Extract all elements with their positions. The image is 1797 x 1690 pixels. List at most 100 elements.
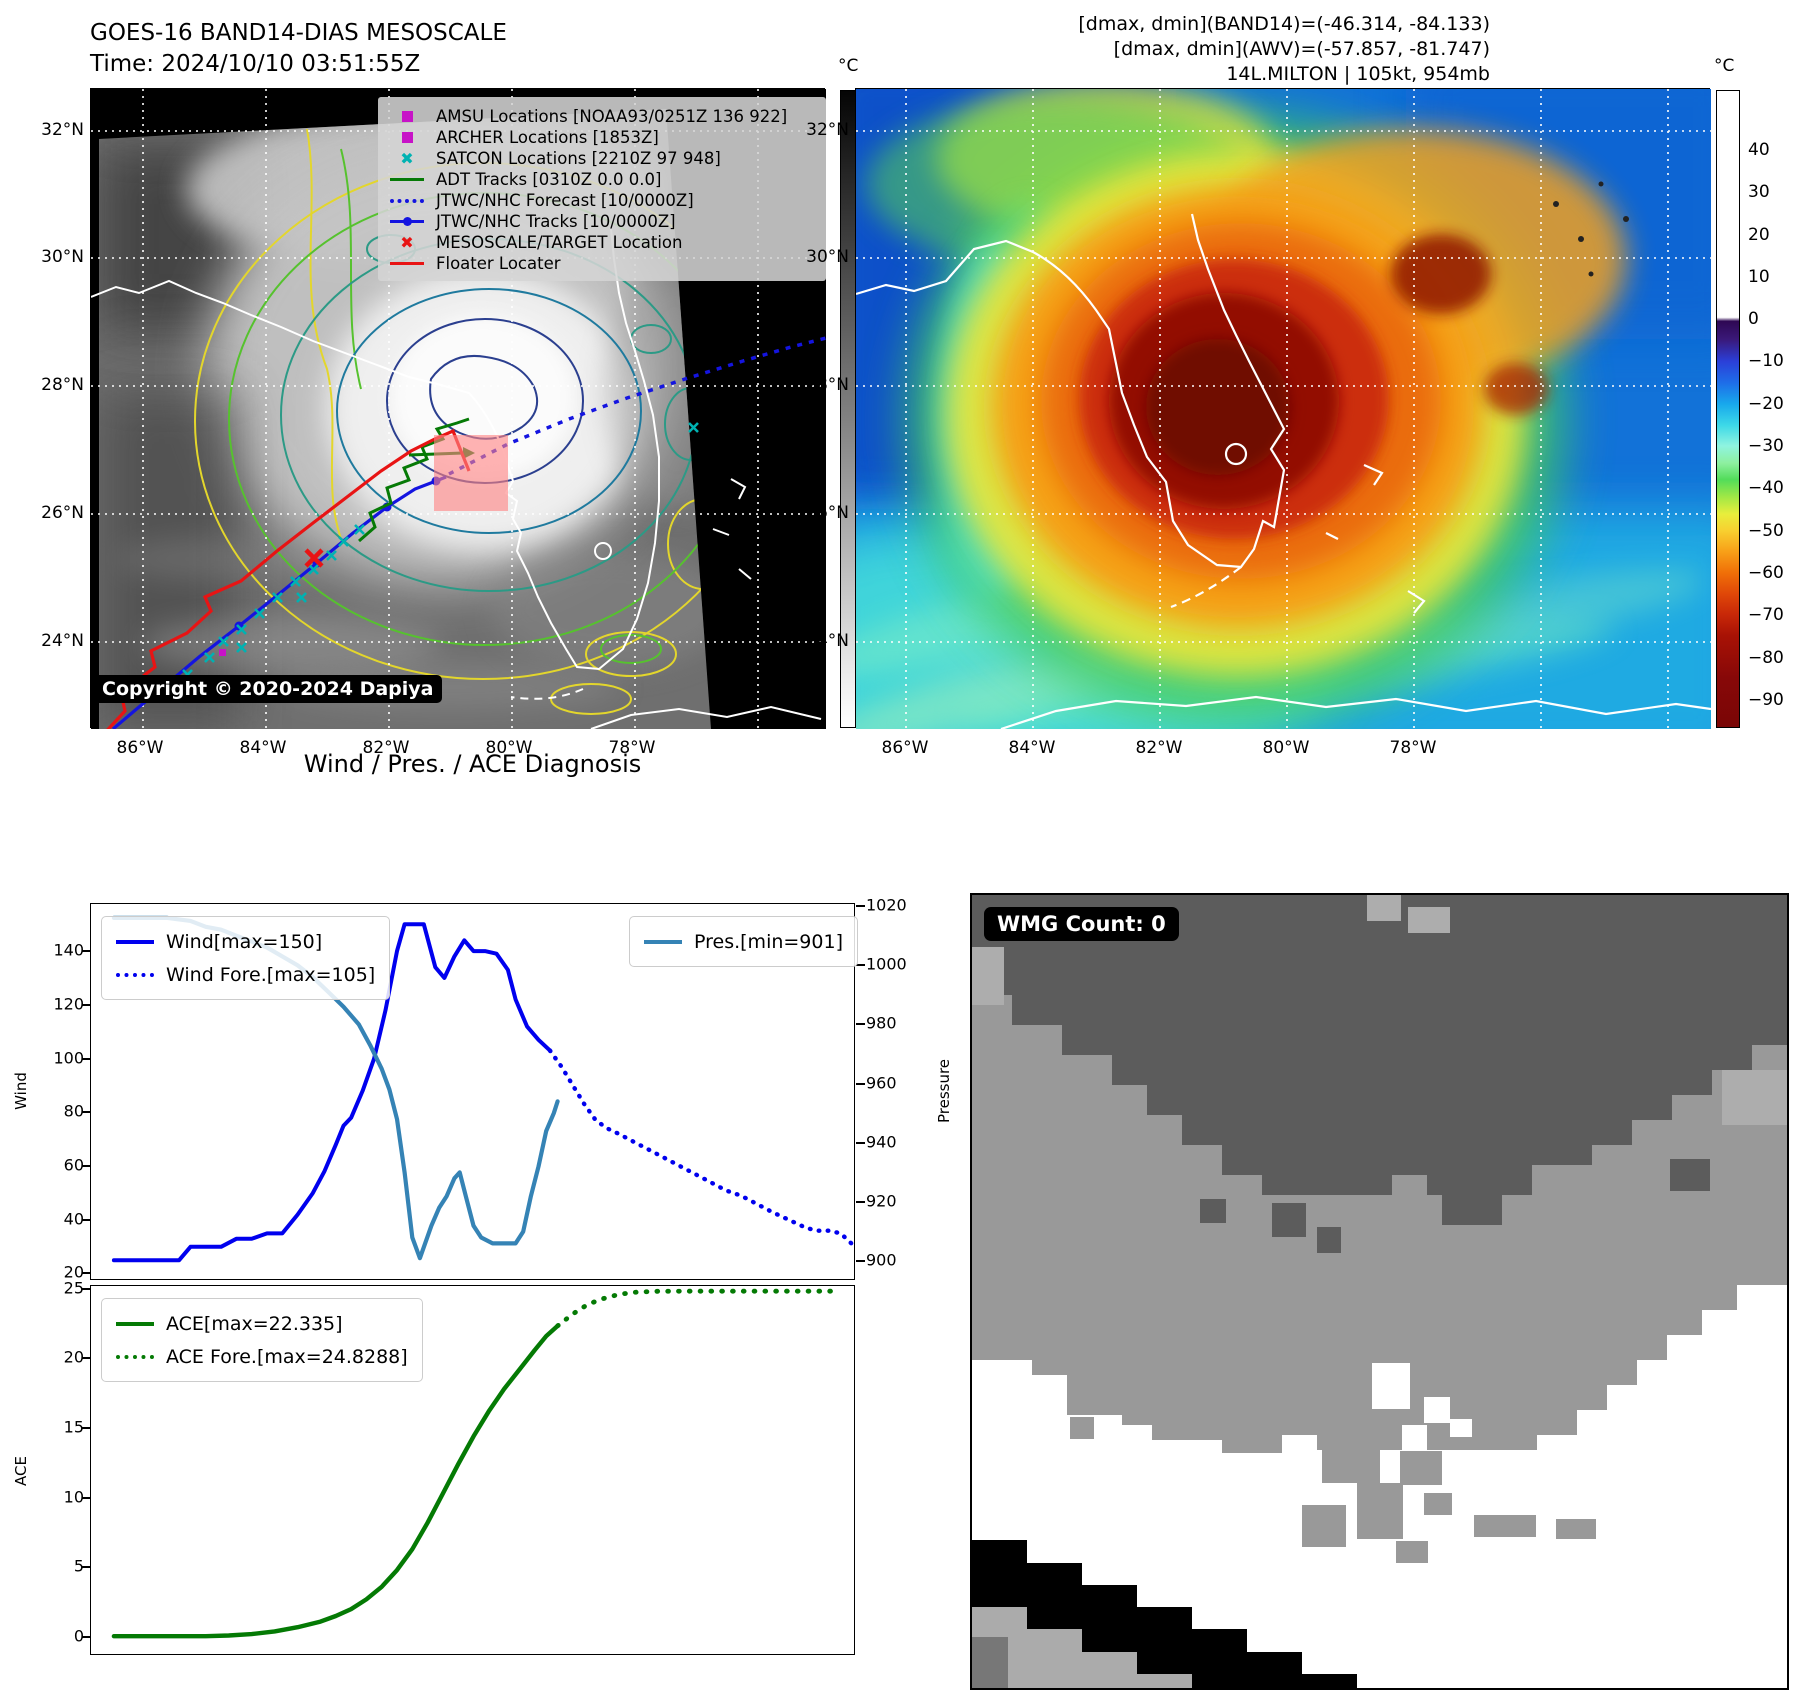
cb-tick: 30 <box>1748 182 1770 202</box>
ace-chart-svg <box>82 1288 836 1639</box>
track-linedot-icon <box>388 216 426 226</box>
lat-tick: 24°N <box>806 631 849 651</box>
cb-tick: −30 <box>1748 436 1784 456</box>
pressure-legend-row: Pres.[min=901] <box>644 925 843 958</box>
pressure-tick: 1000 <box>866 954 907 974</box>
pressure-tick: 980 <box>866 1013 897 1033</box>
axis-ticks <box>82 905 865 1274</box>
legend-item-floater: Floater Locater <box>388 253 826 274</box>
lon-tick: 78°W <box>1389 738 1437 758</box>
pressure-tick: 940 <box>866 1132 897 1152</box>
legend-item-adt: ADT Tracks [0310Z 0.0 0.0] <box>388 169 826 190</box>
legend-item-forecast: JTWC/NHC Forecast [10/0000Z] <box>388 190 826 211</box>
wind-tick: 140 <box>53 940 84 960</box>
diagnosis-section-title: Wind / Pres. / ACE Diagnosis <box>303 750 642 778</box>
wind-fore-dotted-icon <box>116 972 154 977</box>
lon-tick: 80°W <box>1262 738 1310 758</box>
mesoscale-target-x <box>304 548 324 568</box>
wmg-count-badge: WMG Count: 0 <box>984 907 1179 941</box>
lat-tick: 28°N <box>806 375 849 395</box>
lon-tick: 86°W <box>116 738 164 758</box>
cb-tick: 20 <box>1748 225 1770 245</box>
adt-line-icon <box>388 177 426 182</box>
pressure-tick: 1020 <box>866 895 907 915</box>
wind-legend: Wind[max=150] Wind Fore.[max=105] <box>101 916 391 1000</box>
map-legend: AMSU Locations [NOAA93/0251Z 136 922] AR… <box>378 97 826 281</box>
left-colorbar-unit: °C <box>838 56 859 76</box>
ace-tick: 10 <box>63 1487 84 1507</box>
cb-tick: −40 <box>1748 478 1784 498</box>
color-ir-map <box>855 88 1711 729</box>
lon-tick: 84°W <box>1008 738 1056 758</box>
forecast-dotted-icon <box>388 198 426 203</box>
cb-tick: −10 <box>1748 351 1784 371</box>
cb-tick: −70 <box>1748 605 1784 625</box>
storm-id-intensity: 14L.MILTON | 105kt, 954mb <box>1226 63 1490 85</box>
lat-tick: 32°N <box>806 120 849 140</box>
archer-square-icon <box>388 132 426 143</box>
legend-item-archer: ARCHER Locations [1853Z] <box>388 127 826 148</box>
series-wind <box>111 922 552 1263</box>
timestamp: Time: 2024/10/10 03:51:55Z <box>90 51 421 77</box>
axis-ticks <box>82 1288 91 1638</box>
right-map-gridlines <box>856 89 1711 729</box>
ace-axis-label: ACE <box>11 1456 30 1486</box>
wind-line-icon <box>116 939 154 944</box>
wind-tick: 40 <box>63 1209 84 1229</box>
goes16-ir-map: AMSU Locations [NOAA93/0251Z 136 922] AR… <box>90 88 826 729</box>
wmg-panel: WMG Count: 0 <box>970 893 1789 1690</box>
pressure-line-icon <box>644 939 682 944</box>
lon-tick: 84°W <box>239 738 287 758</box>
ace-fore-dotted-icon <box>116 1354 154 1359</box>
lon-tick: 86°W <box>881 738 929 758</box>
lat-tick: 26°N <box>41 503 84 523</box>
cb-tick: 40 <box>1748 140 1770 160</box>
lat-tick: 28°N <box>41 375 84 395</box>
page-title: GOES-16 BAND14-DIAS MESOSCALE <box>90 20 507 46</box>
ace-line-icon <box>116 1321 154 1326</box>
legend-item-track: JTWC/NHC Tracks [10/0000Z] <box>388 211 826 232</box>
pressure-tick: 920 <box>866 1191 897 1211</box>
pressure-tick: 960 <box>866 1073 897 1093</box>
ace-tick: 15 <box>63 1417 84 1437</box>
legend-item-target: ✖ MESOSCALE/TARGET Location <box>388 232 826 253</box>
coastlines <box>91 228 822 729</box>
lon-tick: 82°W <box>1135 738 1183 758</box>
amsu-square-icon <box>388 111 426 122</box>
wind-tick: 20 <box>63 1262 84 1282</box>
pressure-axis-label: Pressure <box>935 1058 954 1124</box>
series-wind-fore- <box>547 1048 855 1247</box>
ace-legend-row: ACE[max=22.335] <box>116 1307 408 1340</box>
cb-tick: −90 <box>1748 690 1784 710</box>
cb-tick: −60 <box>1748 563 1784 583</box>
lat-tick: 30°N <box>806 247 849 267</box>
cb-tick: 0 <box>1748 309 1759 329</box>
pressure-legend: Pres.[min=901] <box>629 916 858 967</box>
wind-tick: 100 <box>53 1048 84 1068</box>
ace-tick: 25 <box>63 1278 84 1298</box>
wind-tick: 120 <box>53 994 84 1014</box>
series-ace-fore- <box>555 1288 836 1329</box>
wind-tick: 80 <box>63 1101 84 1121</box>
legend-item-satcon: ✖ SATCON Locations [2210Z 97 948] <box>388 148 826 169</box>
ace-tick: 5 <box>73 1556 84 1576</box>
wind-pressure-chart: Wind[max=150] Wind Fore.[max=105] Pres.[… <box>82 903 865 1280</box>
left-map-title-block: GOES-16 BAND14-DIAS MESOSCALE Time: 2024… <box>90 18 507 80</box>
copyright-badge: Copyright © 2020-2024 Dapiya <box>93 675 443 703</box>
right-colorbar-unit: °C <box>1714 56 1735 76</box>
legend-item-amsu: AMSU Locations [NOAA93/0251Z 136 922] <box>388 106 826 127</box>
cb-tick: −50 <box>1748 521 1784 541</box>
right-colorbar <box>1716 90 1740 728</box>
right-map-header-block: [dmax, dmin](BAND14)=(-46.314, -84.133) … <box>1078 12 1490 87</box>
right-coastlines <box>856 213 1711 729</box>
ace-tick: 0 <box>73 1626 84 1646</box>
lat-tick: 32°N <box>41 120 84 140</box>
ace-fore-legend-row: ACE Fore.[max=24.8288] <box>116 1340 408 1373</box>
pressure-tick: 900 <box>866 1250 897 1270</box>
lat-tick: 24°N <box>41 631 84 651</box>
lon-tick: 82°W <box>362 738 410 758</box>
satcon-x-icon: ✖ <box>400 148 414 168</box>
series-ace <box>111 1323 560 1639</box>
wind-tick: 60 <box>63 1155 84 1175</box>
